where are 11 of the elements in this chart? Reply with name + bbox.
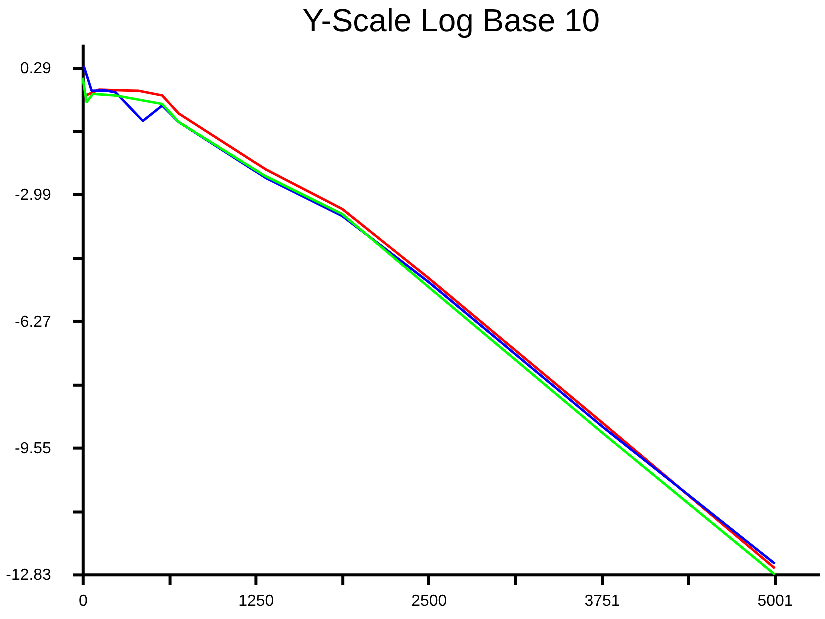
y-tick-label: -12.83	[6, 567, 52, 584]
x-tick-label: 5001	[758, 593, 794, 610]
y-tick-label: -2.99	[15, 187, 52, 204]
chart-title: Y-Scale Log Base 10	[302, 2, 600, 38]
y-tick-label: -9.55	[15, 440, 52, 458]
x-tick-label: 2500	[412, 593, 448, 610]
x-tick-label: 0	[78, 593, 88, 610]
y-tick-label: 0.29	[20, 60, 52, 78]
y-tick-label: -6.27	[15, 314, 52, 331]
x-tick-label: 3751	[584, 593, 620, 610]
x-tick-label: 1250	[238, 593, 274, 610]
